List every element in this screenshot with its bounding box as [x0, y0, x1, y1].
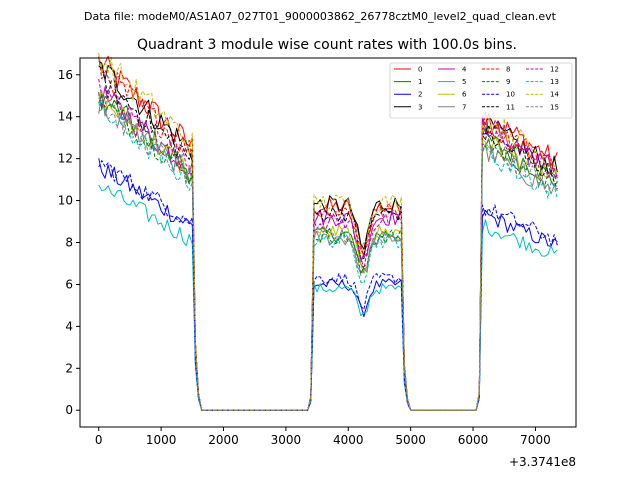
- x-tick-label: 0: [95, 433, 103, 447]
- legend-label: 12: [550, 66, 559, 74]
- y-tick-label: 4: [65, 319, 73, 333]
- series-line-2: [98, 158, 558, 411]
- legend-label: 5: [462, 78, 466, 86]
- legend-label: 0: [418, 66, 422, 74]
- y-tick-label: 10: [58, 194, 73, 208]
- x-axis: 0 1000 2000 3000 4000 5000 6000 7000: [95, 427, 551, 447]
- legend-label: 2: [418, 91, 422, 99]
- y-tick-label: 16: [58, 68, 73, 82]
- legend-label: 3: [418, 103, 422, 111]
- legend-label: 9: [506, 78, 510, 86]
- series-line-9: [98, 93, 558, 411]
- legend-label: 10: [506, 91, 515, 99]
- series-line-5: [98, 184, 558, 411]
- y-axis: 0 2 4 6 8 10 12 14 16: [58, 68, 80, 417]
- data-file-label: Data file: modeM0/AS1A07_027T01_90000038…: [84, 10, 557, 23]
- series-line-4: [98, 86, 558, 411]
- y-tick-label: 2: [65, 361, 73, 375]
- series-line-10: [98, 160, 558, 411]
- y-tick-label: 14: [58, 110, 73, 124]
- legend-label: 1: [418, 78, 422, 86]
- series-layer: [98, 52, 558, 411]
- x-tick-label: 4000: [333, 433, 364, 447]
- legend-box: [389, 62, 573, 119]
- series-line-15: [98, 109, 558, 411]
- x-tick-label: 3000: [271, 433, 302, 447]
- y-tick-label: 8: [65, 236, 73, 250]
- series-line-7: [98, 92, 558, 411]
- legend-label: 7: [462, 103, 466, 111]
- legend-label: 14: [550, 91, 559, 99]
- x-tick-label: 5000: [395, 433, 426, 447]
- x-tick-label: 2000: [208, 433, 239, 447]
- y-tick-label: 12: [58, 152, 73, 166]
- x-tick-label: 6000: [458, 433, 489, 447]
- legend-label: 15: [550, 103, 559, 111]
- series-line-14: [98, 52, 558, 411]
- y-tick-label: 0: [65, 403, 73, 417]
- y-tick-label: 6: [65, 277, 73, 291]
- x-tick-label: 1000: [146, 433, 177, 447]
- x-offset-label: +3.3741e8: [509, 455, 576, 469]
- chart-title: Quadrant 3 module wise count rates with …: [137, 37, 517, 53]
- legend-label: 11: [506, 103, 515, 111]
- legend-label: 4: [462, 66, 467, 74]
- series-line-12: [98, 78, 558, 411]
- legend-label: 6: [462, 91, 467, 99]
- legend-label: 13: [550, 78, 559, 86]
- x-tick-label: 7000: [520, 433, 551, 447]
- legend-label: 8: [506, 66, 510, 74]
- series-line-13: [98, 100, 558, 411]
